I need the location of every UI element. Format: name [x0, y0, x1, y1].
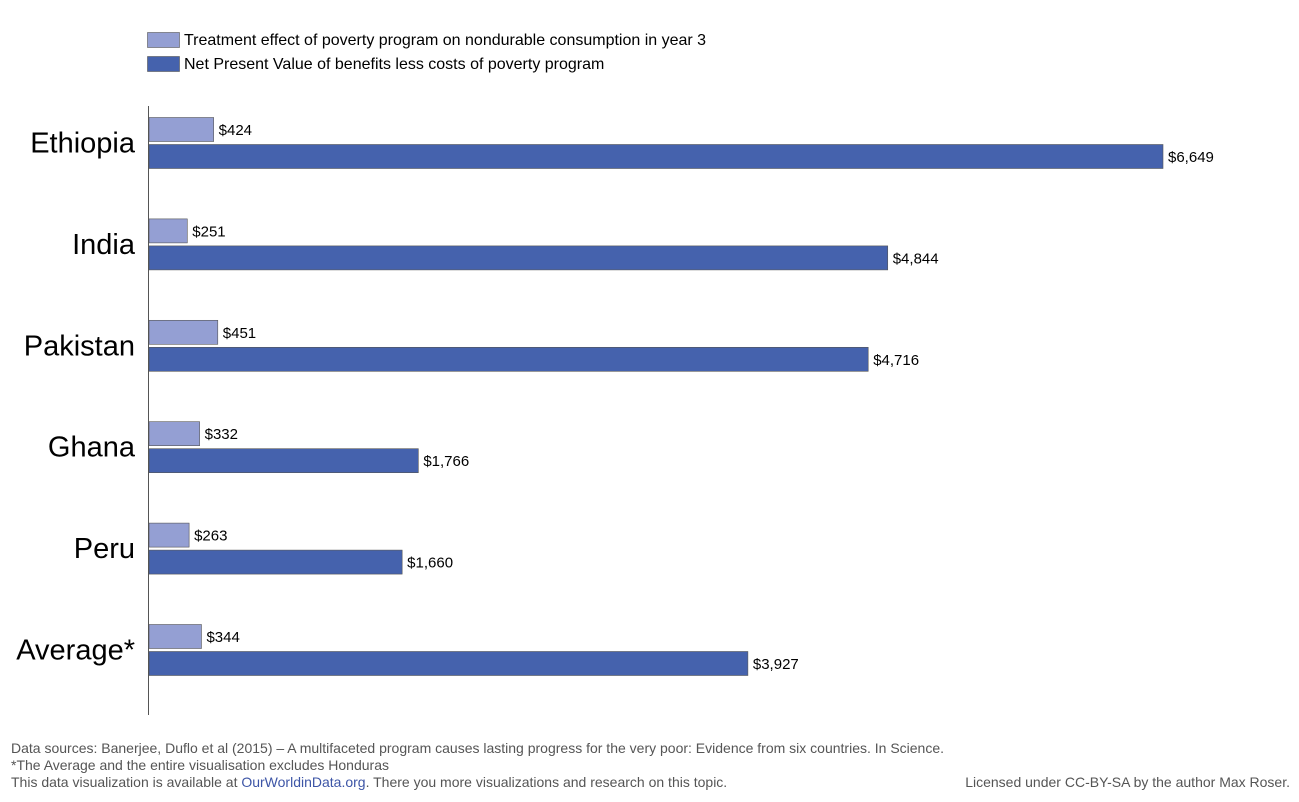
data-label: $1,660 [407, 555, 453, 572]
plot-area: Ethiopia $424 $6,649 India $251 $4,844 Pakista… [16, 117, 1214, 676]
category-label: Average* [16, 635, 135, 667]
data-label: $4,844 [893, 250, 939, 267]
bar-2 [148, 245, 889, 271]
footer-license: Licensed under CC-BY-SA by the author Ma… [965, 774, 1290, 790]
category-label: India [72, 229, 136, 261]
data-label: $6,649 [1168, 149, 1214, 166]
data-label: $424 [219, 122, 252, 139]
category-label: Pakistan [24, 330, 135, 362]
legend-label-2: Net Present Value of benefits less costs… [184, 56, 604, 73]
data-label: $344 [206, 629, 239, 646]
bar-2 [148, 448, 419, 474]
data-label: $263 [194, 528, 227, 545]
data-label: $251 [192, 223, 225, 240]
chart-legend: Treatment effect of poverty program on n… [147, 32, 706, 73]
category-label: Ghana [48, 432, 136, 464]
footer-availability: This data visualization is available at … [11, 774, 727, 790]
legend-swatch-1 [147, 32, 180, 48]
data-label: $3,927 [753, 656, 799, 673]
data-label: $4,716 [873, 352, 919, 369]
bar-1 [148, 218, 188, 244]
availability-suffix: . There you more visualizations and rese… [365, 774, 728, 790]
bar-1 [148, 421, 200, 447]
owid-link[interactable]: OurWorldinData.org [241, 774, 366, 790]
bar-2 [148, 346, 869, 372]
data-label: $332 [205, 426, 238, 443]
bar-2 [148, 549, 403, 575]
license-link[interactable]: CC-BY-SA [1064, 774, 1130, 790]
footer-note: *The Average and the entire visualisatio… [11, 757, 389, 773]
availability-prefix: This data visualization is available at [11, 774, 242, 790]
category-label: Ethiopia [30, 128, 136, 160]
legend-label-1: Treatment effect of poverty program on n… [184, 32, 706, 49]
category-label: Peru [74, 533, 135, 565]
data-label: $451 [223, 325, 256, 342]
legend-swatch-2 [147, 56, 180, 72]
license-suffix: by the author Max Roser. [1129, 774, 1290, 790]
bar-1 [148, 522, 190, 548]
bar-1 [148, 117, 214, 142]
bar-2 [148, 651, 749, 676]
bar-2 [148, 144, 1164, 169]
data-label: $1,766 [423, 453, 469, 470]
license-prefix: Licensed under [965, 774, 1065, 790]
bar-1 [148, 319, 219, 345]
bar-1 [148, 624, 202, 649]
footer-source: Data sources: Banerjee, Duflo et al (201… [11, 740, 945, 756]
